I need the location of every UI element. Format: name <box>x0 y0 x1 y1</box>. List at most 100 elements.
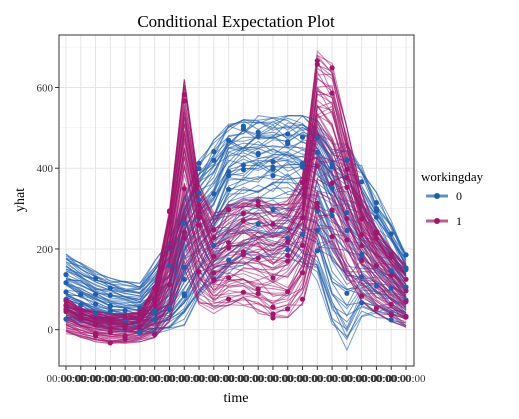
data-point <box>329 213 335 219</box>
data-point <box>226 245 232 251</box>
data-point <box>285 252 291 258</box>
data-point <box>403 276 409 282</box>
x-tick-label: 00:00:00 <box>46 373 86 385</box>
data-point <box>403 288 409 294</box>
data-point <box>359 258 365 264</box>
x-tick-label: 00:00:00 <box>253 373 293 385</box>
data-point <box>211 277 217 283</box>
data-point <box>255 129 261 135</box>
data-point <box>137 305 143 311</box>
data-point <box>359 293 365 299</box>
data-point <box>344 290 350 296</box>
data-point <box>240 249 246 255</box>
data-point <box>122 336 128 342</box>
data-point <box>196 214 202 220</box>
data-point <box>285 289 291 295</box>
data-point <box>314 200 320 206</box>
x-tick-label: 00:00:00 <box>106 373 146 385</box>
data-point <box>329 185 335 191</box>
series-line <box>65 211 407 341</box>
data-point <box>270 166 276 172</box>
data-point <box>78 307 84 313</box>
data-point <box>403 252 409 258</box>
legend-title: workingday <box>421 169 484 184</box>
x-tick-label: 00:00:00 <box>357 373 397 385</box>
x-axis-label: time <box>224 391 249 406</box>
data-point <box>93 275 99 281</box>
data-point <box>299 231 306 237</box>
data-point <box>137 309 143 315</box>
data-point <box>63 280 69 286</box>
data-point <box>166 209 173 215</box>
x-tick-label: 00:00:00 <box>239 373 279 385</box>
series-line <box>65 134 407 294</box>
data-point <box>403 314 409 320</box>
data-point <box>373 283 379 289</box>
data-point <box>255 291 261 297</box>
x-axis: 00:00:0000:00:0000:00:0000:00:0000:00:00… <box>46 366 426 385</box>
data-point <box>240 126 246 132</box>
x-tick-label: 00:00:00 <box>224 373 264 385</box>
data-point <box>181 264 187 271</box>
data-point <box>285 239 291 245</box>
data-point <box>299 242 306 248</box>
x-tick-label: 00:00:00 <box>150 373 190 385</box>
series-line <box>65 194 407 336</box>
data-point <box>255 133 261 139</box>
data-point <box>359 243 365 249</box>
data-point <box>344 157 350 163</box>
data-point <box>181 220 187 226</box>
data-point <box>107 303 113 309</box>
y-tick-label: 200 <box>37 244 54 256</box>
data-point <box>344 184 350 191</box>
data-point <box>329 161 335 167</box>
data-point <box>166 244 173 250</box>
data-point <box>314 227 320 233</box>
data-point <box>285 247 291 253</box>
data-point <box>403 267 409 273</box>
data-point <box>166 281 173 288</box>
data-point <box>226 173 232 179</box>
x-tick-label: 00:00:00 <box>120 373 160 385</box>
data-point <box>344 216 350 222</box>
data-point <box>344 210 350 216</box>
data-point <box>63 308 69 315</box>
data-point <box>299 134 306 140</box>
series-line <box>65 93 407 323</box>
data-point <box>196 160 202 166</box>
data-point <box>93 322 99 328</box>
data-point <box>373 305 379 311</box>
data-point <box>373 206 379 212</box>
series-line <box>65 151 407 331</box>
x-tick-label: 00:00:00 <box>135 373 175 385</box>
y-tick-label: 0 <box>48 325 54 337</box>
data-point <box>388 272 394 278</box>
x-tick-label: 00:00:00 <box>283 373 323 385</box>
x-tick-label: 00:00:00 <box>372 373 412 385</box>
x-tick-label: 00:00:00 <box>342 373 382 385</box>
data-point <box>196 269 202 275</box>
data-point <box>137 317 143 323</box>
series-line <box>65 178 407 336</box>
data-point <box>196 166 202 172</box>
data-point <box>270 311 276 317</box>
data-point <box>93 311 99 317</box>
data-point <box>314 163 320 169</box>
data-point <box>373 214 379 220</box>
data-point <box>63 289 69 295</box>
data-point <box>299 160 306 167</box>
data-point <box>329 234 335 240</box>
data-point <box>359 179 365 185</box>
data-point <box>255 198 261 204</box>
data-point <box>211 191 217 197</box>
data-point <box>270 275 276 281</box>
data-point <box>196 208 202 214</box>
data-point <box>388 251 394 257</box>
data-point <box>211 227 217 233</box>
data-point <box>270 304 276 310</box>
data-point <box>359 232 365 238</box>
data-point <box>166 219 173 225</box>
data-point <box>388 268 394 274</box>
data-point <box>329 207 335 213</box>
